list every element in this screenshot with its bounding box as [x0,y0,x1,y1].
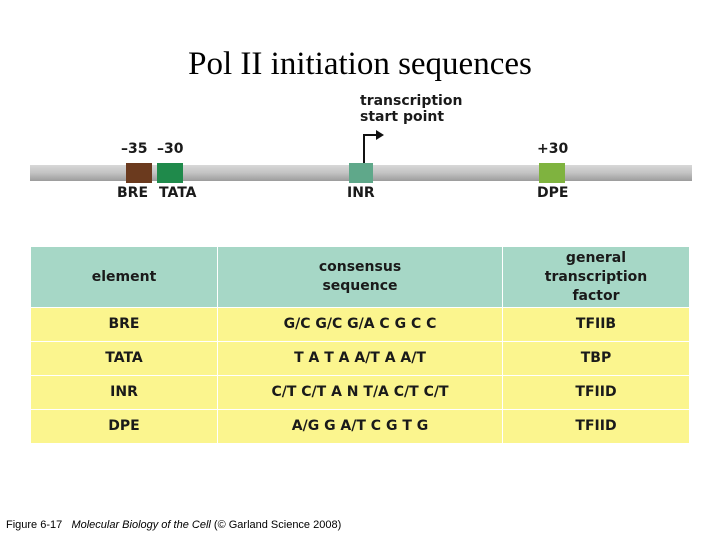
table-row: BRE G/C G/C G/A C G C C TFIIB [30,307,690,342]
element-label-tata: TATA [159,185,197,201]
cell-factor: TFIID [502,409,690,444]
cell-factor: TFIID [502,375,690,410]
header-consensus-sequence: consensus sequence [217,246,503,308]
cell-element: TATA [30,341,218,376]
transcription-start-label: transcription start point [360,93,463,125]
cell-sequence: G/C G/C G/A C G C C [217,307,503,342]
dpe-box [539,163,565,183]
bre-box [126,163,152,183]
position-label-minus30: –30 [157,141,184,157]
position-label-minus35: –35 [121,141,148,157]
cell-sequence: A/G G A/T C G T G [217,409,503,444]
figure-caption: Figure 6-17 Molecular Biology of the Cel… [6,519,341,531]
element-label-dpe: DPE [537,185,569,201]
cell-sequence: C/T C/T A N T/A C/T C/T [217,375,503,410]
cell-sequence: T A T A A/T A A/T [217,341,503,376]
table-header-row: element consensus sequence general trans… [30,246,690,308]
position-label-plus30: +30 [537,141,569,157]
cell-factor: TFIIB [502,307,690,342]
start-arrow-stem [363,134,365,164]
start-arrow-head-icon [376,130,384,140]
table-row: TATA T A T A A/T A A/T TBP [30,341,690,376]
element-label-bre: BRE [117,185,149,201]
header-element: element [30,246,218,308]
caption-figure-number: Figure 6-17 [6,519,63,531]
cell-element: DPE [30,409,218,444]
cell-element: INR [30,375,218,410]
tata-box [157,163,183,183]
start-arrow-bar [363,134,377,136]
inr-box [349,163,373,183]
table-row: INR C/T C/T A N T/A C/T C/T TFIID [30,375,690,410]
caption-credit: (© Garland Science 2008) [213,519,342,531]
consensus-table: element consensus sequence general trans… [30,246,690,444]
cell-element: BRE [30,307,218,342]
table-row: DPE A/G G A/T C G T G TFIID [30,409,690,444]
page-title: Pol II initiation sequences [188,46,532,82]
caption-book-title: Molecular Biology of the Cell [71,519,211,531]
element-label-inr: INR [347,185,375,201]
cell-factor: TBP [502,341,690,376]
header-transcription-factor: general transcription factor [502,246,690,308]
